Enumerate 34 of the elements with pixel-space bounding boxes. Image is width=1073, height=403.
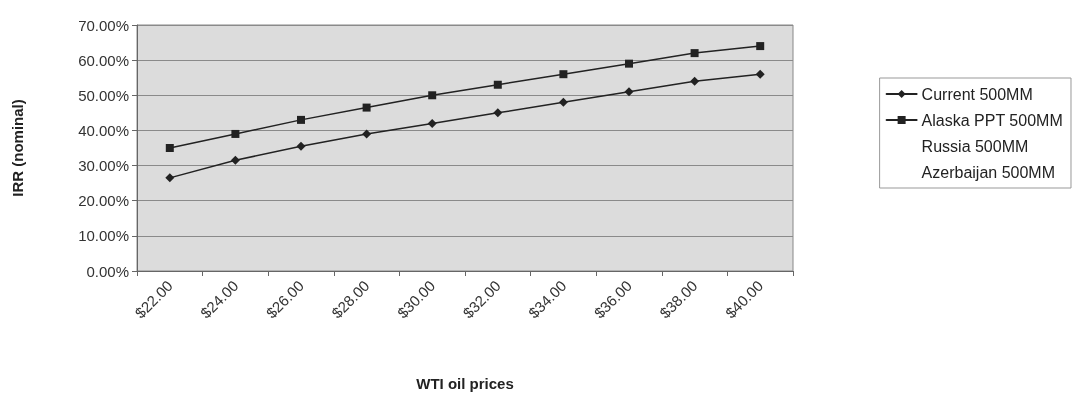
point (558, 97, 568, 107)
point (625, 59, 633, 68)
point (756, 42, 765, 51)
y-tick-label: 50.00% (78, 86, 129, 104)
point (297, 115, 305, 124)
point (230, 155, 240, 165)
y-tick-label: 30.00% (78, 157, 129, 175)
point (427, 118, 437, 128)
point (624, 87, 634, 97)
text: Azerbaijan 500MM (921, 163, 1056, 181)
point (362, 103, 371, 112)
y-tick-label: 20.00% (78, 192, 129, 210)
y-tick-label: 60.00% (78, 51, 129, 69)
y-tick-label: 10.00% (78, 227, 129, 245)
point (690, 49, 699, 58)
point (428, 91, 437, 100)
point (296, 141, 306, 151)
point (165, 173, 175, 183)
point (690, 76, 700, 86)
y-axis-title: IRR (nominal) (9, 99, 26, 197)
legend-label: Current 500MM (921, 85, 1033, 103)
point (165, 144, 174, 152)
point (231, 129, 240, 138)
text: Russia 500MM (921, 137, 1029, 155)
legend-label: Alaska PPT 500MM (921, 111, 1063, 129)
point (362, 129, 372, 139)
y-tick-label: 40.00% (78, 121, 129, 139)
point (559, 70, 568, 79)
point (493, 80, 502, 89)
y-tick-label: 0.00% (86, 262, 129, 280)
x-axis-title: WTI oil prices (416, 375, 514, 392)
point (755, 69, 765, 79)
point (493, 108, 503, 118)
y-tick-label: 70.00% (78, 16, 129, 34)
